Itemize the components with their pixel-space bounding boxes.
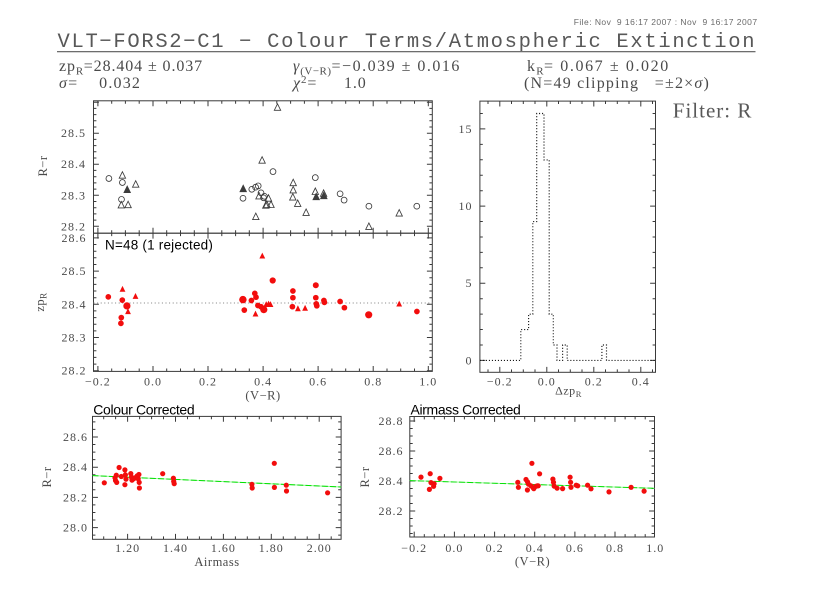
svg-text:0.8: 0.8 xyxy=(364,375,382,389)
svg-text:1.20: 1.20 xyxy=(115,541,140,555)
svg-text:R−r: R−r xyxy=(40,466,54,487)
svg-text:1.0: 1.0 xyxy=(419,375,437,389)
svg-text:0.2: 0.2 xyxy=(486,541,504,555)
svg-text:28.4: 28.4 xyxy=(62,297,87,311)
svg-text:0.6: 0.6 xyxy=(566,541,584,555)
svg-text:1.0: 1.0 xyxy=(646,541,664,555)
svg-text:28.3: 28.3 xyxy=(61,188,86,202)
svg-text:0.0: 0.0 xyxy=(538,375,556,389)
svg-text:R−r: R−r xyxy=(358,466,372,487)
svg-text:Airmass: Airmass xyxy=(194,555,239,569)
svg-text:γ(V−R)=−0.039 ± 0.016: γ(V−R)=−0.039 ± 0.016 xyxy=(293,58,461,78)
svg-text:−0.2: −0.2 xyxy=(85,375,111,389)
svg-text:28.2: 28.2 xyxy=(62,364,87,378)
svg-text:0.2: 0.2 xyxy=(199,375,217,389)
svg-text:(V−R): (V−R) xyxy=(245,389,280,403)
svg-text:−0.2: −0.2 xyxy=(487,375,513,389)
svg-text:zpR=28.404 ± 0.037: zpR=28.404 ± 0.037 xyxy=(59,58,203,78)
svg-text:28.4: 28.4 xyxy=(379,474,404,488)
svg-text:28.4: 28.4 xyxy=(63,460,88,474)
svg-text:15: 15 xyxy=(459,122,473,136)
svg-text:R−r: R−r xyxy=(36,155,50,176)
svg-text:1.80: 1.80 xyxy=(259,541,284,555)
svg-text:N=48 (1 rejected): N=48 (1 rejected) xyxy=(105,237,213,252)
svg-text:28.0: 28.0 xyxy=(63,521,88,535)
svg-text:28.2: 28.2 xyxy=(379,504,404,518)
svg-text:0.4: 0.4 xyxy=(254,375,272,389)
svg-text:28.8: 28.8 xyxy=(379,414,404,428)
svg-text:Airmass Corrected: Airmass Corrected xyxy=(411,401,521,417)
svg-text:28.2: 28.2 xyxy=(63,490,88,504)
svg-text:(N=49 clipping =±2×σ): (N=49 clipping =±2×σ) xyxy=(524,75,710,92)
svg-text:0.0: 0.0 xyxy=(445,541,463,555)
svg-text:1.0: 1.0 xyxy=(344,75,367,92)
svg-text:28.6: 28.6 xyxy=(379,444,404,458)
svg-text:0.4: 0.4 xyxy=(632,375,650,389)
svg-text:Filter: R: Filter: R xyxy=(673,99,753,123)
svg-text:(V−R): (V−R) xyxy=(515,555,550,569)
svg-text:Colour Corrected: Colour Corrected xyxy=(93,401,194,417)
svg-text:28.5: 28.5 xyxy=(61,126,86,140)
svg-text:ΔzpR: ΔzpR xyxy=(555,384,582,400)
svg-text:kR= 0.067 ± 0.020: kR= 0.067 ± 0.020 xyxy=(527,58,670,78)
svg-text:0.0: 0.0 xyxy=(144,375,162,389)
svg-text:0.6: 0.6 xyxy=(309,375,327,389)
svg-text:28.4: 28.4 xyxy=(61,157,86,171)
svg-text:28.6: 28.6 xyxy=(63,430,88,444)
svg-text:File: Nov 9 16:17 2007 : Nov: File: Nov 9 16:17 2007 : Nov 9 16:17 200… xyxy=(574,17,758,27)
svg-text:1.40: 1.40 xyxy=(163,541,188,555)
svg-text:0.2: 0.2 xyxy=(585,375,603,389)
svg-text:0.8: 0.8 xyxy=(606,541,624,555)
svg-text:2.00: 2.00 xyxy=(307,541,332,555)
svg-text:5: 5 xyxy=(466,276,473,290)
svg-text:0: 0 xyxy=(466,353,473,367)
svg-text:1.60: 1.60 xyxy=(211,541,236,555)
svg-text:VLT−FORS2−C1 − Colour Terms/At: VLT−FORS2−C1 − Colour Terms/Atmospheric … xyxy=(58,31,755,54)
svg-text:28.6: 28.6 xyxy=(62,231,87,245)
svg-text:χ2=: χ2= xyxy=(291,74,317,92)
svg-text:−0.2: −0.2 xyxy=(401,541,427,555)
svg-text:0.4: 0.4 xyxy=(526,541,544,555)
svg-text:28.5: 28.5 xyxy=(62,264,87,278)
svg-text:σ= 0.032: σ= 0.032 xyxy=(59,75,141,92)
svg-text:28.3: 28.3 xyxy=(62,331,87,345)
svg-text:10: 10 xyxy=(459,199,473,213)
svg-text:28.2: 28.2 xyxy=(61,219,86,233)
